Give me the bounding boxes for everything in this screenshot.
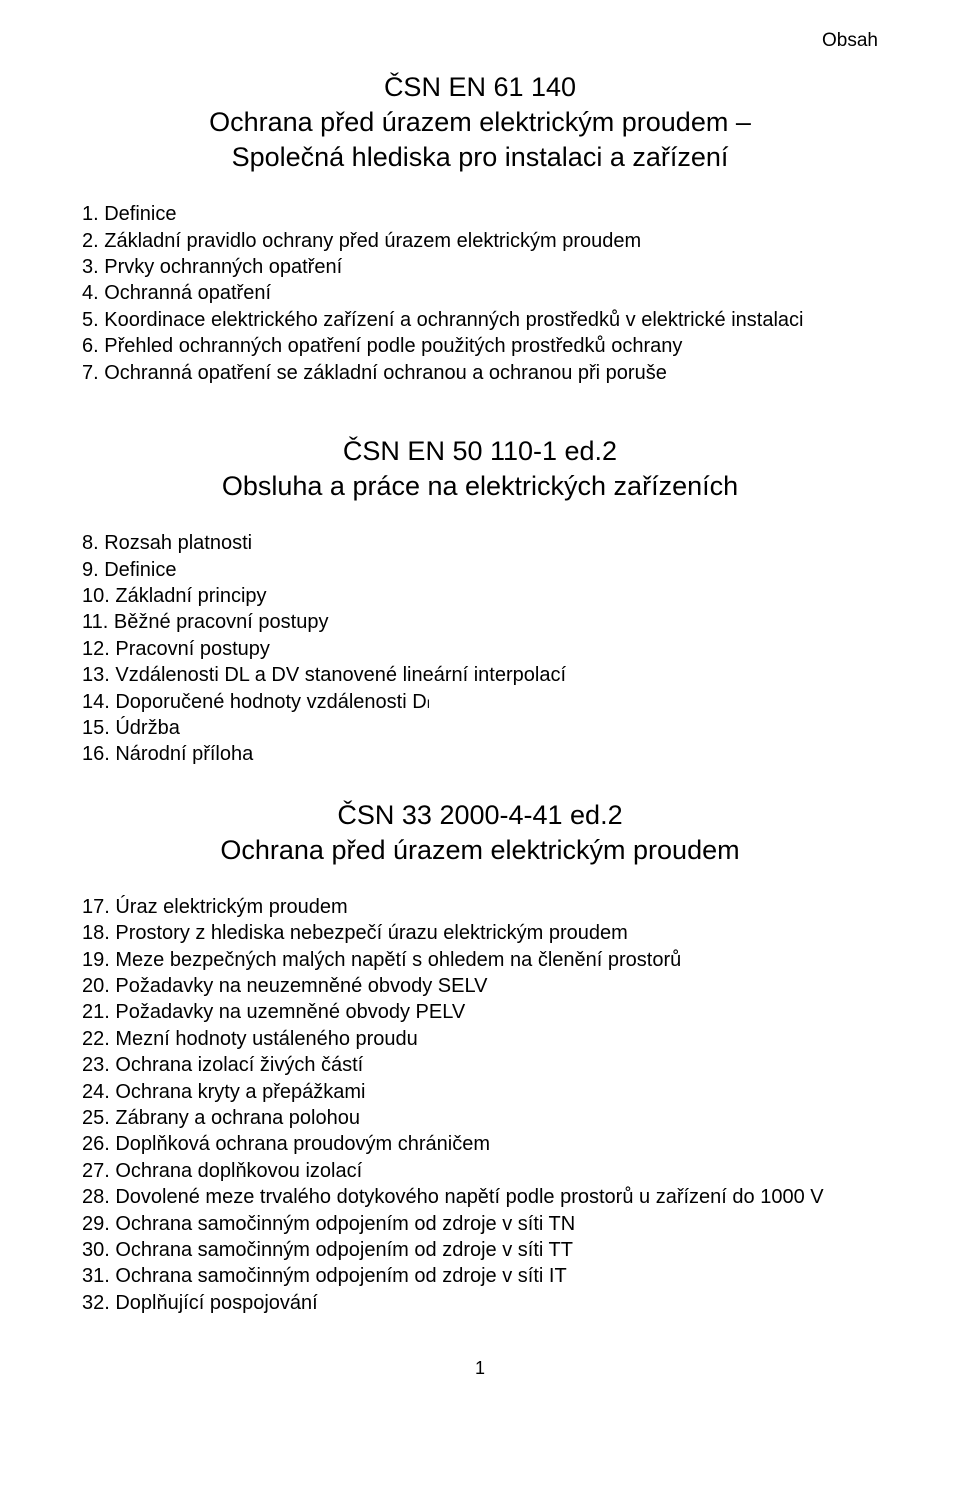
section-title-1-line1: ČSN EN 61 140 [82, 70, 878, 105]
page-number: 1 [82, 1358, 878, 1379]
section-title-1: ČSN EN 61 140 Ochrana před úrazem elektr… [82, 70, 878, 175]
toc-item: 21. Požadavky na uzemněné obvody PELV [82, 999, 878, 1025]
toc-item: 18. Prostory z hlediska nebezpečí úrazu … [82, 920, 878, 946]
toc-item: 32. Doplňující pospojování [82, 1290, 878, 1316]
toc-item: 22. Mezní hodnoty ustáleného proudu [82, 1026, 878, 1052]
section-title-2-line2: Obsluha a práce na elektrických zařízení… [82, 469, 878, 504]
toc-item: 4. Ochranná opatření [82, 280, 878, 306]
toc-item: 30. Ochrana samočinným odpojením od zdro… [82, 1237, 878, 1263]
toc-item: 19. Meze bezpečných malých napětí s ohle… [82, 947, 878, 973]
toc-item: 27. Ochrana doplňkovou izolací [82, 1158, 878, 1184]
toc-item: 7. Ochranná opatření se základní ochrano… [82, 360, 878, 386]
section-title-3-line2: Ochrana před úrazem elektrickým proudem [82, 833, 878, 868]
toc-list-2: 8. Rozsah platnosti 9. Definice 10. Zákl… [82, 530, 878, 768]
toc-item: 5. Koordinace elektrického zařízení a oc… [82, 307, 878, 333]
section-title-1-line3: Společná hlediska pro instalaci a zaříze… [82, 140, 878, 175]
toc-item: 25. Zábrany a ochrana polohou [82, 1105, 878, 1131]
toc-item: 2. Základní pravidlo ochrany před úrazem… [82, 228, 878, 254]
toc-item: 31. Ochrana samočinným odpojením od zdro… [82, 1263, 878, 1289]
section-title-1-line2: Ochrana před úrazem elektrickým proudem … [82, 105, 878, 140]
toc-item: 11. Běžné pracovní postupy [82, 609, 878, 635]
header-right-label: Obsah [82, 30, 878, 52]
toc-item: 15. Údržba [82, 715, 878, 741]
toc-item: 24. Ochrana kryty a přepážkami [82, 1079, 878, 1105]
toc-item: 26. Doplňková ochrana proudovým chrániče… [82, 1131, 878, 1157]
document-page: Obsah ČSN EN 61 140 Ochrana před úrazem … [0, 0, 960, 1507]
toc-item: 17. Úraz elektrickým proudem [82, 894, 878, 920]
toc-item: 16. Národní příloha [82, 741, 878, 767]
toc-list-3: 17. Úraz elektrickým proudem 18. Prostor… [82, 894, 878, 1316]
section-title-3-line1: ČSN 33 2000-4-41 ed.2 [82, 798, 878, 833]
toc-item: 6. Přehled ochranných opatření podle pou… [82, 333, 878, 359]
toc-item: 23. Ochrana izolací živých částí [82, 1052, 878, 1078]
section-title-3: ČSN 33 2000-4-41 ed.2 Ochrana před úraze… [82, 798, 878, 868]
toc-item: 28. Dovolené meze trvalého dotykového na… [82, 1184, 878, 1210]
section-title-2: ČSN EN 50 110-1 ed.2 Obsluha a práce na … [82, 434, 878, 504]
toc-item: 20. Požadavky na neuzemněné obvody SELV [82, 973, 878, 999]
toc-item: 1. Definice [82, 201, 878, 227]
toc-item: 10. Základní principy [82, 583, 878, 609]
toc-item: 8. Rozsah platnosti [82, 530, 878, 556]
toc-item: 12. Pracovní postupy [82, 636, 878, 662]
section-title-2-line1: ČSN EN 50 110-1 ed.2 [82, 434, 878, 469]
toc-item: 9. Definice [82, 557, 878, 583]
toc-list-1: 1. Definice 2. Základní pravidlo ochrany… [82, 201, 878, 386]
toc-item: 13. Vzdálenosti DL a DV stanovené lineár… [82, 662, 878, 688]
toc-item: 3. Prvky ochranných opatření [82, 254, 878, 280]
toc-item: 29. Ochrana samočinným odpojením od zdro… [82, 1211, 878, 1237]
toc-item: 14. Doporučené hodnoty vzdálenosti Dₗ [82, 689, 878, 715]
